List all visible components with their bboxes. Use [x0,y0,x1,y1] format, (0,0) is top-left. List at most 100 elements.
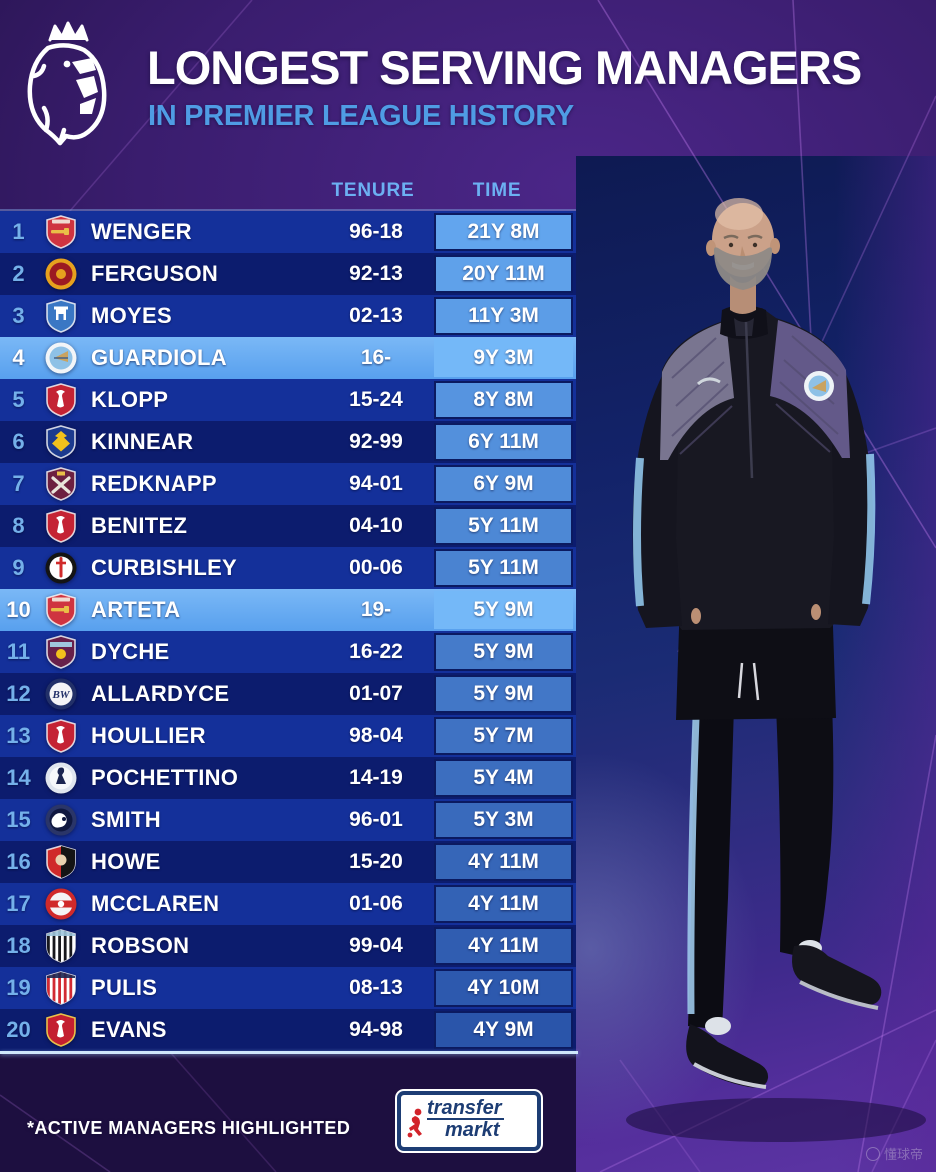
club-badge [37,592,84,628]
rank-cell: 20 [6,1017,31,1042]
time-cell: 5Y 9M [434,633,573,671]
tenure-cell: 04-10 [349,514,403,537]
club-badge [37,886,84,922]
manager-name: MOYES [91,303,172,328]
manager-name: REDKNAPP [91,471,217,496]
time-cell: 5Y 11M [434,507,573,545]
table-row: 16 HOWE 15-20 4Y 11M [0,841,576,883]
rank-cell: 2 [12,261,25,286]
club-badge [37,802,84,838]
tenure-cell: 14-19 [349,766,403,789]
time-cell: 5Y 9M [434,591,573,629]
time-cell: 6Y 11M [434,423,573,461]
rank-cell: 12 [6,681,31,706]
club-badge-icon [45,929,76,963]
table-row: 12 BW ALLARDYCE 01-07 5Y 9M [0,673,576,715]
club-badge [37,382,84,418]
tenure-cell: 94-01 [349,472,403,495]
time-cell: 6Y 9M [434,465,573,503]
tenure-cell: 96-18 [349,220,403,243]
premier-league-lion-icon [27,21,107,146]
rank-cell: 8 [12,513,25,538]
club-badge-icon [45,509,76,543]
rank-cell: 13 [6,723,31,748]
time-cell: 5Y 3M [434,801,573,839]
table-row: 13 HOULLIER 98-04 5Y 7M [0,715,576,757]
tenure-cell: 96-01 [349,808,403,831]
club-badge [37,466,84,502]
time-cell: 5Y 7M [434,717,573,755]
table-row: 4 GUARDIOLA 16- 9Y 3M [0,337,576,379]
rank-cell: 10 [6,597,31,622]
manager-name: BENITEZ [91,513,188,538]
rank-cell: 3 [12,303,25,328]
club-badge-icon [45,299,76,333]
manager-name: POCHETTINO [91,765,239,790]
club-badge [37,718,84,754]
club-badge [37,634,84,670]
manager-name: SMITH [91,807,161,832]
manager-name: HOULLIER [91,723,206,748]
time-cell: 5Y 4M [434,759,573,797]
tenure-cell: 98-04 [349,724,403,747]
club-badge [37,844,84,880]
time-cell: 20Y 11M [434,255,573,293]
time-cell: 4Y 11M [434,885,573,923]
page-subtitle: IN PREMIER LEAGUE HISTORY [148,100,574,132]
tenure-cell: 19- [360,598,392,621]
club-badge-icon: BW [45,678,76,710]
rank-cell: 19 [6,975,31,1000]
man-city-badge-icon [804,371,834,401]
manager-name: EVANS [91,1017,167,1042]
club-badge-icon [45,762,76,794]
time-cell: 11Y 3M [434,297,573,335]
brand-line-1: transfer [427,1098,505,1120]
club-badge: BW [37,676,84,712]
manager-name: CURBISHLEY [91,555,238,580]
puma-logo-icon [696,377,721,386]
tenure-cell: 01-07 [349,682,403,705]
tenure-cell: 01-06 [349,892,403,915]
brand-line-2: markt [445,1119,500,1141]
club-badge [37,928,84,964]
club-badge [37,550,84,586]
table-row: 6 KINNEAR 92-99 6Y 11M [0,421,576,463]
rank-cell: 1 [12,219,25,244]
time-cell: 5Y 11M [434,549,573,587]
time-cell: 21Y 8M [434,213,573,251]
managers-table: 1 WENGER 96-18 21Y 8M 2 FERGUSON 92-13 2… [0,209,576,1051]
rank-cell: 11 [6,639,31,664]
column-header-tenure: TENURE [331,180,415,201]
club-badge-icon [45,593,76,627]
club-badge-icon [45,719,76,753]
time-cell: 5Y 9M [434,675,573,713]
table-row: 8 BENITEZ 04-10 5Y 11M [0,505,576,547]
club-badge-icon [45,804,76,836]
club-badge-icon [45,845,76,879]
tenure-cell: 15-20 [349,850,403,873]
club-badge [37,340,84,376]
tenure-cell: 92-99 [349,430,403,453]
manager-photo [626,198,926,1142]
page-title: LONGEST SERVING MANAGERS [147,41,862,94]
manager-name: HOWE [91,849,161,874]
table-row: 15 SMITH 96-01 5Y 3M [0,799,576,841]
table-row: 18 ROBSON 99-04 4Y 11M [0,925,576,967]
manager-name: PULIS [91,975,158,1000]
rank-cell: 6 [12,429,25,454]
club-badge-icon [45,467,76,501]
column-header-time: TIME [472,180,522,201]
table-row: 9 CURBISHLEY 00-06 5Y 11M [0,547,576,589]
tenure-cell: 94-98 [349,1018,403,1041]
time-cell: 4Y 10M [434,969,573,1007]
table-row: 10 ARTETA 19- 5Y 9M [0,589,576,631]
club-badge-icon [45,342,76,374]
tenure-cell: 08-13 [349,976,403,999]
club-badge-icon [45,888,76,920]
photo-shadow [626,1098,926,1142]
club-badge [37,970,84,1006]
table-row: 3 MOYES 02-13 11Y 3M [0,295,576,337]
manager-name: GUARDIOLA [91,345,227,370]
table-row: 5 KLOPP 15-24 8Y 8M [0,379,576,421]
table-row: 17 MCCLAREN 01-06 4Y 11M [0,883,576,925]
